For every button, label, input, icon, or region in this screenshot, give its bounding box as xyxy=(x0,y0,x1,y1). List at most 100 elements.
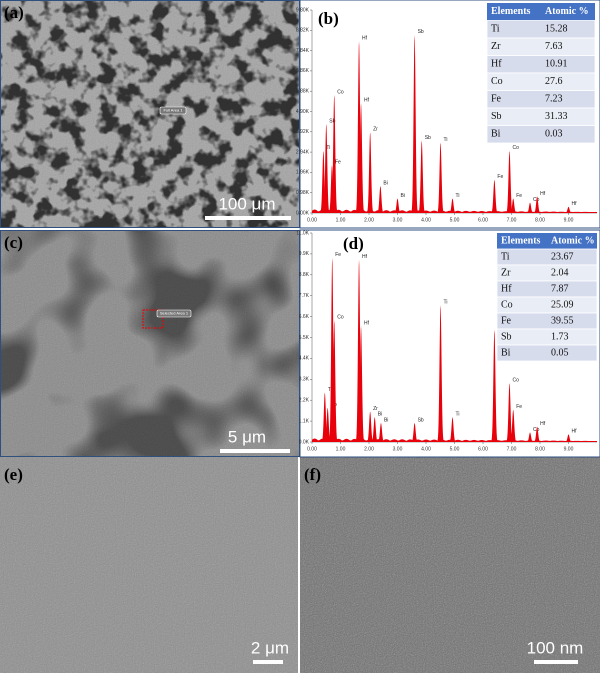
scale-bar xyxy=(253,660,283,664)
y-tick-label: 0.98K xyxy=(296,190,310,196)
x-tick-label: 5.00 xyxy=(450,446,460,452)
table-row-bg xyxy=(496,248,598,266)
table-cell: 39.55 xyxy=(551,315,574,326)
table-cell: 15.28 xyxy=(545,24,568,35)
table-row-bg xyxy=(486,125,596,144)
peak-label: Hf xyxy=(572,201,578,207)
peak xyxy=(510,198,517,213)
peak xyxy=(377,423,384,442)
peak-label: Sb xyxy=(425,135,431,141)
y-tick-label: 4.90K xyxy=(296,109,310,115)
table-row-bg xyxy=(496,312,598,330)
y-tick-label: 5.5K xyxy=(299,335,310,341)
annotation-box xyxy=(156,309,192,318)
peak-label: Hf xyxy=(364,98,370,104)
peak-label: Fe xyxy=(516,193,522,199)
sem-image-f xyxy=(300,457,600,673)
scale-bar xyxy=(534,660,578,664)
peak xyxy=(411,423,418,442)
table-cell: 31.33 xyxy=(545,111,568,122)
table-row-bg xyxy=(486,37,596,56)
table-cell: 23.67 xyxy=(551,251,574,262)
table-cell: Co xyxy=(491,76,503,87)
peak-label: Ti xyxy=(444,300,448,306)
peak xyxy=(411,34,418,213)
table-cell: Fe xyxy=(501,315,512,326)
peak xyxy=(418,140,425,213)
table-cell: 7.87 xyxy=(551,283,569,294)
y-tick-label: 9.9K xyxy=(299,251,310,257)
table-row-bg xyxy=(496,264,598,282)
peak xyxy=(367,132,374,213)
annotation: Full Area 1 xyxy=(163,108,183,113)
sem-image-a xyxy=(0,0,300,228)
peak xyxy=(394,198,401,213)
table-header: Elements xyxy=(491,6,531,17)
annotation-box xyxy=(159,106,187,115)
table-cell: Sb xyxy=(501,331,512,342)
table-row-bg xyxy=(486,90,596,109)
y-tick-label: 4.4K xyxy=(299,356,310,362)
peak xyxy=(437,142,444,213)
scale-bar xyxy=(205,216,291,220)
table-cell: Co xyxy=(501,299,513,310)
peak-label: Co xyxy=(533,197,540,203)
panel-label: (a) xyxy=(4,3,24,22)
peak-label: Ti xyxy=(456,193,460,199)
y-tick-label: 0.0K xyxy=(299,439,310,445)
table-cell: Zr xyxy=(491,41,501,52)
peak xyxy=(527,202,534,213)
table-cell: Ti xyxy=(501,251,510,262)
table-cell: 0.03 xyxy=(545,129,563,140)
table-cell: 27.6 xyxy=(545,76,563,87)
peak-label: Co xyxy=(513,377,520,383)
panel-label: (c) xyxy=(4,233,23,252)
peak-label: Fe xyxy=(497,174,503,180)
x-tick-label: 2.00 xyxy=(364,217,374,223)
peak-label: Ti xyxy=(326,145,330,151)
peak xyxy=(510,409,517,442)
peak-label: Bi xyxy=(384,417,388,423)
y-tick-label: 7.7K xyxy=(299,293,310,299)
peak-label: Co xyxy=(533,427,540,433)
peak-label: Co xyxy=(337,89,344,95)
table-header-bg xyxy=(497,233,597,249)
table-row-bg xyxy=(486,55,596,74)
x-tick-label: 3.00 xyxy=(393,446,403,452)
y-tick-label: 7.84K xyxy=(296,48,310,54)
continuum xyxy=(312,209,597,213)
x-tick-label: 9.00 xyxy=(564,217,574,223)
table-row-bg xyxy=(486,72,596,91)
x-tick-label: 1.00 xyxy=(336,217,346,223)
peak-label: Ti xyxy=(456,412,460,418)
table-cell: 10.91 xyxy=(545,59,568,70)
peak xyxy=(565,434,572,442)
sem-image-e xyxy=(0,457,298,673)
table-cell: 7.63 xyxy=(545,41,563,52)
table-row-bg xyxy=(486,107,596,126)
peak xyxy=(437,305,444,442)
peak xyxy=(491,179,498,213)
table-cell: 25.09 xyxy=(551,299,574,310)
scale-label: 5 μm xyxy=(228,427,266,446)
peak xyxy=(358,326,365,442)
table-cell: Sb xyxy=(491,111,502,122)
x-tick-label: 7.00 xyxy=(507,217,517,223)
x-tick-label: 4.00 xyxy=(421,446,431,452)
table-row-bg xyxy=(486,20,596,39)
y-tick-label: 9.80K xyxy=(296,7,310,13)
y-tick-label: 0.00K xyxy=(296,210,310,216)
y-tick-label: 3.92K xyxy=(296,129,310,135)
table-cell: Hf xyxy=(491,59,502,70)
peak-label: Co xyxy=(337,315,344,321)
x-tick-label: 2.00 xyxy=(364,446,374,452)
table-cell: 1.73 xyxy=(551,331,569,342)
table-cell: Fe xyxy=(491,94,502,105)
table-cell: 7.23 xyxy=(545,94,563,105)
x-tick-label: 0.00 xyxy=(307,217,317,223)
scale-label: 100 μm xyxy=(218,194,275,213)
table-row-bg xyxy=(496,344,598,362)
x-tick-label: 0.00 xyxy=(307,446,317,452)
peak-label: Fe xyxy=(516,404,522,410)
